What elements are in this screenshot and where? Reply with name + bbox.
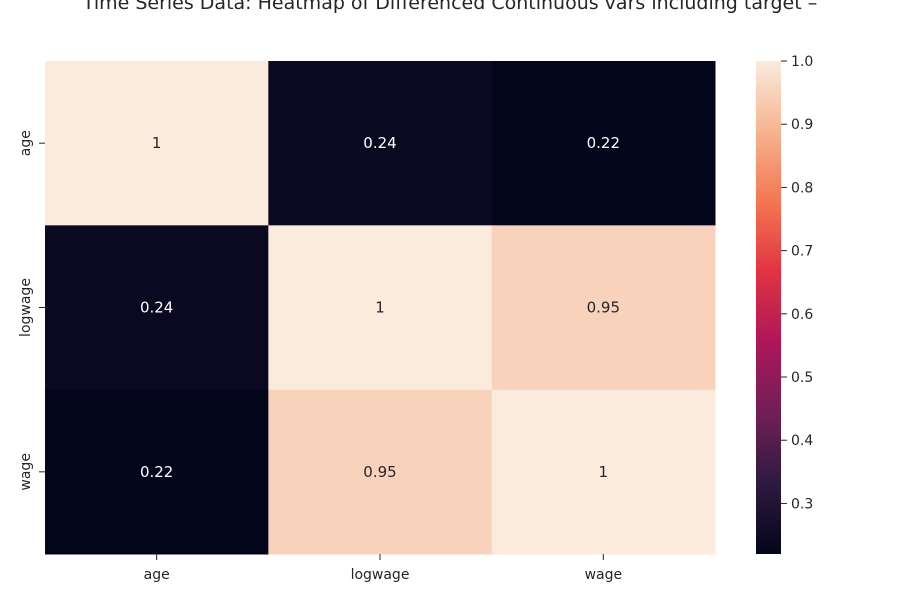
heatmap-cell-age-wage: [491, 61, 716, 226]
heatmap-cell-logwage-wage: [491, 225, 716, 391]
cell-value-label: 0.95: [587, 299, 620, 317]
cell-value-label: 1: [599, 463, 609, 481]
chart-title: Time Series Data: Heatmap of Differenced…: [82, 0, 817, 14]
cell-value-label: 0.22: [587, 134, 620, 152]
cell-value-label: 0.24: [140, 299, 173, 317]
y-tick-label: wage: [18, 453, 34, 491]
heatmap-cell-age-logwage: [268, 61, 493, 226]
heatmap-cell-wage-logwage: [268, 389, 493, 555]
heatmap-cell-logwage-age: [45, 225, 269, 391]
x-axis: age logwage wage: [144, 554, 622, 583]
heatmap-cell-labels: 1 0.24 0.22 0.24 1 0.95 0.22 0.95 1: [140, 134, 620, 481]
colorbar-tick-label: 0.3: [791, 496, 813, 512]
y-tick-label: age: [18, 130, 34, 156]
x-tick-label: wage: [585, 567, 623, 583]
colorbar: [756, 61, 781, 554]
y-axis: age logwage wage: [18, 130, 45, 491]
colorbar-ticks: 0.3 0.4 0.5 0.6 0.7 0.8 0.9 1.0: [781, 54, 813, 512]
heatmap-cell-wage-age: [45, 389, 269, 555]
colorbar-tick-label: 0.6: [791, 307, 813, 323]
cell-value-label: 1: [152, 134, 162, 152]
colorbar-tick-label: 0.5: [791, 370, 813, 386]
cell-value-label: 0.24: [363, 134, 396, 152]
heatmap-cell-wage-wage: [491, 389, 716, 555]
x-tick-label: age: [144, 567, 170, 583]
colorbar-tick-label: 1.0: [791, 54, 813, 70]
cell-value-label: 0.22: [140, 463, 173, 481]
x-tick-label: logwage: [351, 567, 410, 583]
colorbar-tick-label: 0.7: [791, 244, 813, 260]
colorbar-tick-label: 0.4: [791, 433, 813, 449]
colorbar-tick-label: 0.9: [791, 117, 813, 133]
heatmap-cell-logwage-logwage: [268, 225, 493, 391]
heatmap-cells: [45, 61, 716, 555]
cell-value-label: 0.95: [363, 463, 396, 481]
heatmap-cell-age-age: [45, 61, 269, 226]
cell-value-label: 1: [375, 299, 385, 317]
colorbar-tick-label: 0.8: [791, 180, 813, 196]
y-tick-label: logwage: [18, 278, 34, 337]
